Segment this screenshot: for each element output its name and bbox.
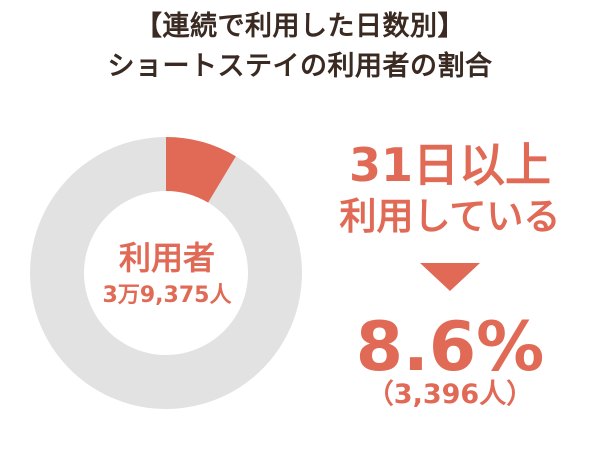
donut-slice-31-days-plus (166, 137, 236, 203)
chart-title-line2: ショートステイの利用者の割合 (107, 51, 493, 82)
donut-chart (29, 137, 302, 409)
donut-center-title: 利用者 (118, 239, 215, 277)
chart-title-line1: 【連続で利用した日数別】 (135, 11, 465, 42)
highlight-percent: 8.6% (355, 308, 545, 387)
highlight-count: （3,396人） (366, 379, 534, 410)
donut-center-value: 3万9,375人 (102, 283, 232, 308)
donut-slice-other (29, 137, 302, 409)
highlight-line1: 31日以上 (348, 138, 551, 192)
highlight-line2: 利用している (339, 195, 561, 238)
down-arrow-icon (420, 263, 480, 291)
